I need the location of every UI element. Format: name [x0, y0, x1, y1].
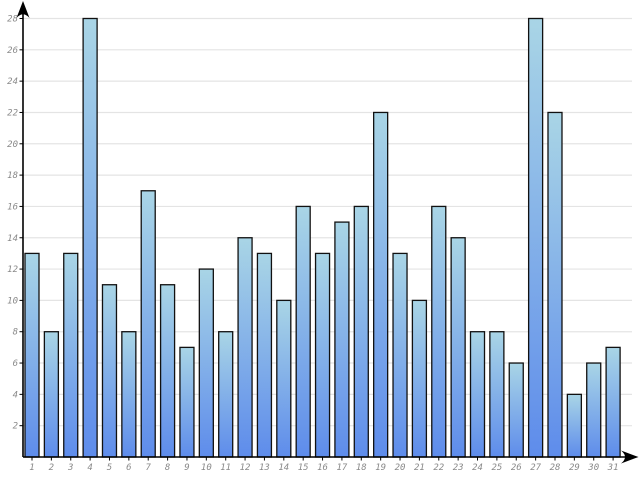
bar	[237, 237, 253, 458]
y-tick-label: 16	[7, 202, 18, 212]
x-tick-label: 29	[569, 463, 580, 473]
x-tick-label: 27	[530, 463, 541, 473]
y-tick-label: 10	[7, 296, 18, 306]
bar	[140, 190, 156, 458]
bar	[24, 252, 40, 458]
bar	[276, 299, 292, 458]
bar	[43, 331, 60, 458]
bar	[392, 252, 408, 458]
x-tick-label: 23	[453, 463, 464, 473]
x-tick-label: 2	[49, 463, 54, 473]
x-tick-label: 5	[107, 463, 112, 473]
bar	[63, 252, 79, 458]
x-tick-label: 10	[201, 463, 212, 473]
x-tick-label: 14	[278, 463, 289, 473]
y-tick-label: 28	[7, 15, 18, 25]
bar	[605, 346, 621, 458]
x-tick-label: 19	[375, 463, 386, 473]
bar	[295, 205, 311, 458]
y-tick-label: 20	[7, 140, 18, 150]
bar	[489, 331, 505, 458]
x-tick-label: 18	[356, 463, 367, 473]
bar	[353, 205, 369, 458]
x-tick-label: 28	[550, 463, 561, 473]
bar	[431, 205, 447, 458]
bar	[334, 221, 350, 458]
y-tick-label: 6	[13, 359, 18, 369]
x-tick-label: 13	[259, 463, 270, 473]
y-axis-arrow	[16, 1, 30, 18]
bar	[469, 331, 486, 458]
x-tick-label: 22	[433, 463, 444, 473]
bar	[82, 17, 98, 458]
x-tick-label: 9	[184, 463, 189, 473]
x-tick-label: 17	[336, 463, 347, 473]
bar	[256, 252, 273, 458]
bar	[586, 362, 602, 458]
x-tick-label: 25	[491, 463, 502, 473]
x-tick-label: 30	[587, 463, 599, 473]
bar	[450, 237, 466, 458]
bar	[198, 268, 214, 458]
x-tick-label: 12	[240, 463, 251, 473]
y-tick-label: 22	[7, 108, 18, 118]
x-tick-label: 21	[414, 463, 425, 473]
y-tick-label: 14	[7, 234, 18, 244]
bar	[373, 111, 389, 458]
x-tick-label: 20	[395, 463, 406, 473]
x-tick-label: 15	[298, 463, 309, 473]
y-tick-label: 12	[7, 265, 18, 275]
x-tick-label: 16	[317, 463, 328, 473]
y-tick-label: 8	[13, 328, 18, 338]
x-tick-label: 1	[29, 463, 34, 473]
x-tick-label: 7	[146, 463, 152, 473]
y-tick-label: 2	[13, 422, 18, 432]
x-tick-label: 24	[472, 463, 483, 473]
bar	[101, 284, 118, 458]
bar	[547, 111, 563, 458]
y-tick-label: 4	[13, 390, 18, 400]
bar	[218, 331, 234, 458]
x-tick-label: 11	[220, 463, 231, 473]
y-tick-label: 26	[7, 46, 18, 56]
x-tick-label: 31	[607, 463, 619, 473]
x-tick-label: 4	[87, 463, 92, 473]
x-tick-label: 26	[511, 463, 522, 473]
bar	[159, 284, 176, 458]
bar	[508, 362, 524, 458]
bar	[566, 393, 583, 458]
bar	[314, 252, 331, 458]
x-tick-label: 8	[165, 463, 170, 473]
bar	[411, 299, 428, 458]
y-tick-label: 18	[7, 171, 18, 181]
bar	[121, 331, 137, 458]
x-axis-arrow	[621, 450, 639, 464]
x-tick-label: 3	[67, 463, 73, 473]
x-tick-label: 6	[126, 463, 131, 473]
bar	[527, 17, 544, 458]
bar	[179, 346, 195, 458]
y-tick-label: 24	[7, 77, 18, 87]
